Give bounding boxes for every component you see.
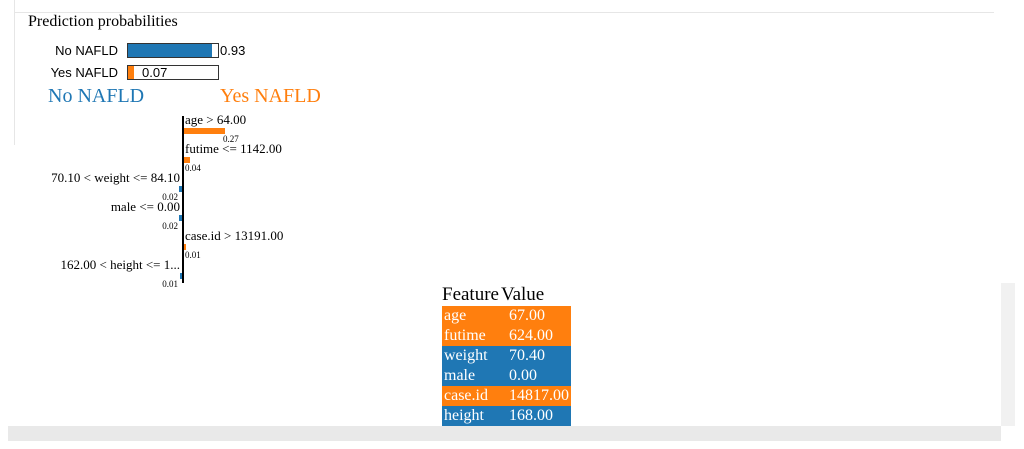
table-header-feature: Feature [442,283,499,305]
contribution-value: 0.27 [223,134,239,144]
value-cell: 67.00 [508,307,545,324]
feature-cell: height [444,407,484,424]
contribution-bar [184,157,190,163]
feature-cell: male [444,367,476,384]
prob-bar-no [127,43,219,58]
prob-value-no: 0.93 [220,43,246,58]
feature-label: futime <= 1142.00 [185,141,282,156]
table-row: height 168.00 [442,406,571,426]
table-row: male 0.00 [442,366,571,386]
table-row: futime 624.00 [442,326,571,346]
contribution-bar [184,128,225,134]
table-row: weight 70.40 [442,346,571,366]
contribution-bar [179,186,182,192]
prob-bar-yes [127,65,219,80]
prediction-probabilities-title: Prediction probabilities [28,13,178,30]
feature-value-table: Feature Value age 67.00 futime 624.00 weig… [442,283,571,426]
vertical-scrollbar[interactable] [1001,283,1015,426]
feature-label: case.id > 13191.00 [185,228,284,243]
output-frame-left [14,12,15,145]
prob-label-no: No NAFLD [55,43,118,58]
contribution-value: 0.02 [162,192,178,202]
table-row: case.id 14817.00 [442,386,571,406]
output-frame-top [14,0,994,13]
feature-cell: weight [444,347,488,364]
value-cell: 624.00 [508,327,553,344]
value-cell: 168.00 [508,407,553,424]
feature-cell: futime [444,327,486,344]
feature-label: 162.00 < height <= 1... [60,257,181,272]
contribution-bar [179,215,182,221]
horizontal-scrollbar[interactable] [8,426,1001,441]
prob-bar-fill-no [128,44,212,57]
prob-bar-fill-yes [128,66,134,79]
prob-value-yes: 0.07 [142,65,168,80]
feature-cell: age [444,307,467,324]
table-header-value: Value [500,283,545,305]
class-label-positive: Yes NAFLD [220,85,321,107]
value-cell: 0.00 [508,367,537,384]
value-cell: 14817.00 [508,387,569,404]
contribution-value: 0.02 [162,221,178,231]
contribution-bar [180,273,182,279]
table-row: age 67.00 [442,306,571,326]
feature-label: age > 64.00 [185,112,247,127]
prob-label-yes: Yes NAFLD [50,65,118,80]
contribution-value: 0.01 [185,250,201,260]
feature-label: 70.10 < weight <= 84.10 [51,170,180,185]
contribution-bar [184,244,186,250]
contribution-value: 0.04 [185,163,201,173]
feature-label: male <= 0.00 [110,199,180,214]
value-cell: 70.40 [508,347,545,364]
contribution-value: 0.01 [162,279,178,289]
class-label-negative: No NAFLD [48,85,145,107]
feature-cell: case.id [444,387,488,404]
explanation-axis [182,116,184,283]
